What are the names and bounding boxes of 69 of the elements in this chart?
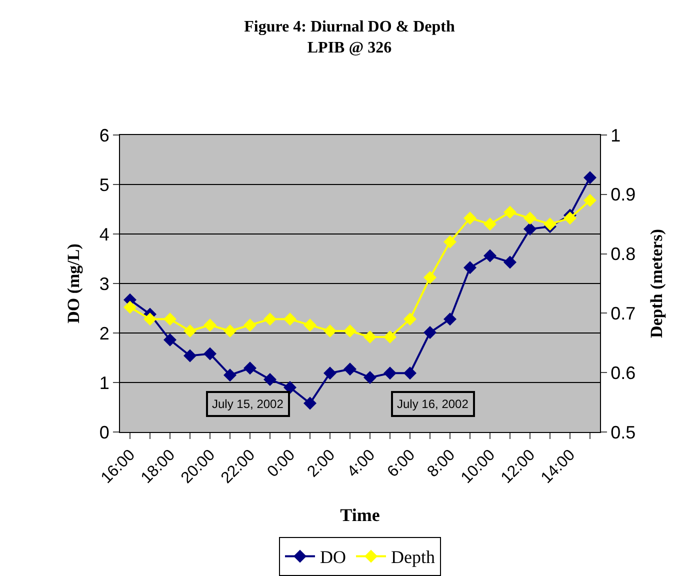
legend-label: DO: [320, 547, 346, 568]
point: [484, 218, 496, 231]
y2-tick-label: 0.7: [610, 304, 636, 324]
annotation: July 16, 2002: [397, 397, 469, 411]
point: [584, 194, 596, 207]
point: [404, 312, 416, 326]
y-tick-label: 6: [99, 125, 110, 146]
point: [444, 312, 456, 326]
annotation: July 15, 2002: [212, 397, 284, 411]
point: [524, 222, 536, 236]
point: [184, 324, 196, 338]
point: [344, 324, 356, 338]
point: [164, 333, 176, 346]
point: [344, 362, 356, 376]
x-tick-label: 4:00: [344, 446, 379, 481]
point: [564, 212, 576, 225]
point: [304, 396, 316, 410]
y2-tick-label: 1: [610, 125, 621, 146]
y2-tick-label: 0.5: [610, 422, 636, 442]
x-tick-label: 0:00: [264, 446, 299, 481]
point: [364, 330, 376, 344]
point: [484, 249, 496, 262]
point: [164, 312, 176, 326]
x-tick-label: 6:00: [384, 446, 419, 481]
point: [224, 324, 236, 338]
point: [544, 218, 556, 231]
point: [504, 256, 516, 269]
y-tick-label: 0: [99, 422, 110, 442]
point: [324, 366, 336, 380]
chart-title: Figure 4: Diurnal DO & Depth LPIB @ 326: [244, 18, 456, 56]
point: [424, 271, 436, 284]
y2-tick-label: 0.9: [610, 184, 636, 205]
x-axis-title: Time: [340, 505, 380, 526]
point: [404, 366, 416, 380]
point: [224, 368, 236, 382]
point: [204, 347, 216, 360]
y-tick-label: 4: [99, 224, 110, 244]
x-tick-label: 8:00: [424, 446, 459, 481]
y2-axis-title: Depth (meters): [647, 228, 666, 338]
point: [504, 206, 516, 219]
point: [284, 380, 296, 394]
point: [244, 318, 256, 332]
point: [264, 373, 276, 386]
y-tick-label: 2: [99, 323, 110, 344]
point: [144, 312, 156, 326]
point: [304, 318, 316, 332]
point: [284, 312, 296, 326]
point: [324, 324, 336, 338]
point: [384, 330, 396, 344]
point: [184, 349, 196, 362]
point: [364, 371, 376, 384]
point: [424, 326, 436, 340]
point: [584, 171, 596, 184]
point: [204, 318, 216, 332]
point: [244, 362, 256, 375]
y-tick-label: 1: [99, 372, 110, 393]
point: [384, 366, 396, 380]
y-tick-label: 5: [99, 174, 110, 195]
point: [124, 300, 136, 314]
y-axis-title: DO (mg/L): [64, 244, 83, 324]
point: [264, 312, 276, 326]
point: [524, 212, 536, 225]
point: [444, 235, 456, 248]
point: [464, 261, 476, 274]
y-tick-label: 3: [99, 274, 110, 294]
y2-tick-label: 0.8: [610, 244, 636, 264]
point: [464, 212, 476, 225]
y2-tick-label: 0.6: [610, 362, 636, 383]
legend-label: Depth: [391, 547, 435, 568]
